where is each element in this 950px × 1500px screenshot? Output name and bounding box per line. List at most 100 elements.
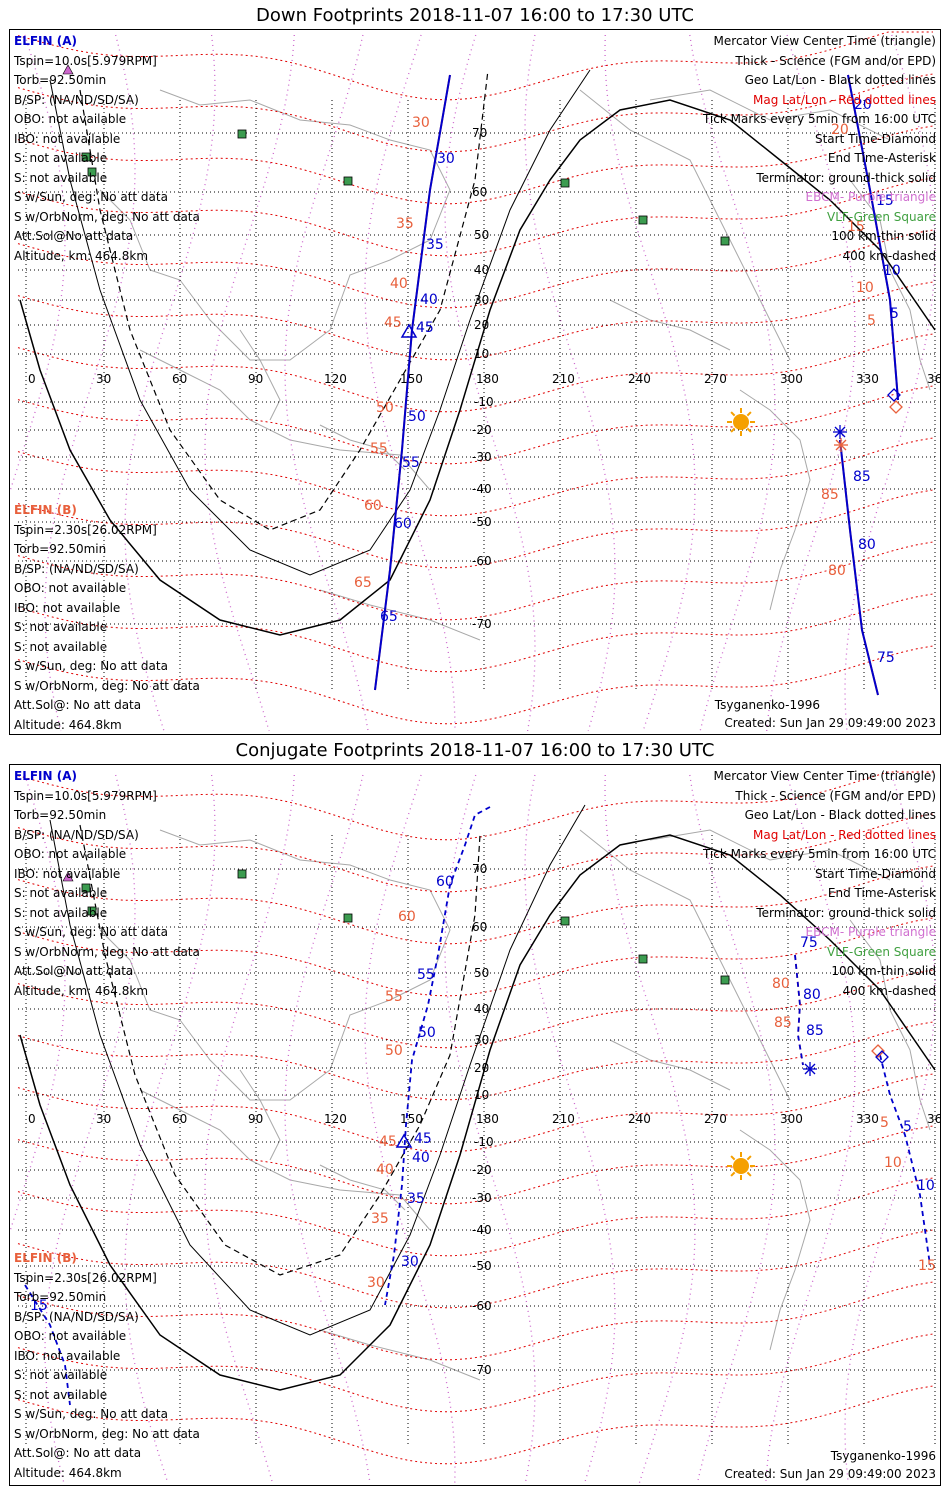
start-time-diamond-icon (875, 1050, 889, 1064)
track-tick-label: 40 (412, 1150, 430, 1166)
mag-latitude-label: 35 (371, 1211, 389, 1227)
elfin-footprint-track (374, 74, 451, 691)
mag-latitude-line (17, 645, 934, 725)
mag-latitude-line (17, 31, 933, 101)
panel-title-down: Down Footprints 2018-11-07 16:00 to 17:3… (256, 5, 694, 26)
latitude-label: 60 (472, 185, 487, 199)
map-panel-conjugate-footprints: 0 30 60 90 120 150 180 210 240 270 300 330 360 70 60 50… (9, 764, 941, 1486)
mag-latitude-label: 40 (390, 276, 408, 292)
mag-latitude-line (17, 125, 934, 205)
elfin-b-altitude: Altitude: 464.8km (14, 1465, 122, 1480)
mag-latitude-label: 45 (379, 1134, 397, 1150)
elfin-a-torb: Torb=92.50min (14, 73, 107, 87)
longitude-label: 150 (400, 1112, 423, 1126)
longitude-label: 0 (28, 1112, 36, 1126)
end-time-asterisk-icon (835, 439, 847, 451)
elfin-b-bsp: B/SP: (NA/ND/SD/SA) (14, 1309, 139, 1324)
ebcm-station-marker (62, 64, 74, 75)
mag-latitude-label: 40 (376, 1162, 394, 1178)
legend-end-time: End Time-Asterisk (827, 151, 936, 165)
elfin-a-altitude: Altitude, km: 464.8km (14, 248, 149, 263)
coastline (319, 589, 481, 641)
mag-meridian-line (444, 774, 536, 1484)
sun-ray (730, 1171, 736, 1177)
terminator-line (19, 834, 936, 1391)
track-tick-label: 50 (418, 1025, 436, 1041)
mag-latitude-line (17, 1281, 934, 1361)
longitude-label: 270 (704, 372, 727, 386)
coastline (739, 389, 811, 611)
elfin-footprint-track (384, 806, 491, 1306)
elfin-b-altitude: Altitude: 464.8km (14, 717, 122, 732)
mag-meridian-line (524, 34, 616, 732)
elfin-a-ssun: S w/Sun, deg: No att data (14, 190, 168, 204)
latitude-label: -60 (472, 1299, 492, 1313)
longitude-label: 150 (400, 372, 423, 386)
mag-latitude-label: 35 (396, 216, 414, 232)
mag-latitude-line (17, 1385, 934, 1465)
mag-latitude-line (17, 1229, 934, 1309)
vlf-station-marker (81, 883, 91, 893)
legend-terminator: Terminator: ground-thick solid (756, 905, 936, 920)
latitude-label: -20 (472, 423, 492, 437)
elfin-a-ssun: S w/Sun, deg: No att data (14, 925, 168, 939)
legend-terminator: Terminator: ground-thick solid (756, 170, 936, 185)
elfin-b-attsol: Att.Sol@: No att data (14, 698, 142, 712)
map-legend: Mercator View Center Time (triangle) Thi… (703, 767, 936, 1001)
legend-geo-grid: Geo Lat/Lon - Black dotted lines (744, 73, 936, 87)
elfin-a-altitude: Altitude, km: 464.8km (14, 983, 149, 998)
elfin-b-ssun: S w/Sun, deg: No att data (14, 659, 168, 673)
elfin-footprint-track (24, 1284, 71, 1406)
longitude-label: 0 (28, 372, 36, 386)
elfin-a-obo: OBO: not available (14, 847, 127, 861)
elfin-a-s2: S: not available (14, 905, 108, 920)
elfin-b-bsp: B/SP: (NA/ND/SD/SA) (14, 561, 139, 576)
track-tick-label: 55 (417, 967, 435, 983)
elfin-a-attsol: Att.Sol@No att data (14, 229, 134, 243)
coastline (649, 89, 891, 141)
map-panel-down-footprints: 0 30 60 90 120 150 180 210 240 270 300 330 360 70 60 50… (9, 29, 941, 735)
mag-latitude-line (17, 385, 934, 465)
track-tick-label: 35 (407, 1191, 425, 1207)
latitude-label: -70 (472, 1363, 492, 1377)
legend-vlf: VLF-Green Square (827, 944, 936, 959)
elfin-a-tspin: Tspin=10.0s[5.979RPM] (14, 788, 157, 803)
elfin-footprint-track (847, 74, 899, 401)
track-tick-label: 80 (803, 987, 821, 1003)
created-timestamp: Created: Sun Jan 29 09:49:00 2023 (724, 1467, 936, 1481)
latitude-label: 50 (474, 966, 489, 980)
legend-ebcm: EBCM- Purple triangle (805, 925, 936, 939)
track-tick-label: 75 (800, 935, 818, 951)
track-tick-label: 50 (408, 409, 426, 425)
mag-latitude-line (17, 437, 934, 517)
latitude-label: -40 (472, 482, 492, 496)
sun-ray (746, 1155, 752, 1161)
elfin-b-s2: S: not available (14, 1387, 108, 1402)
sun-ray (746, 411, 752, 417)
longitude-label: 330 (856, 1112, 879, 1126)
elfin-b-tspin: Tspin=2.30s[26.02RPM] (14, 1270, 157, 1285)
track-tick-label: 55 (402, 455, 420, 471)
elfin-a-sorb: S w/OrbNorm, deg: No att data (14, 944, 200, 959)
track-tick-label: 45 (414, 1131, 432, 1147)
elfin-a-s2: S: not available (14, 170, 108, 185)
elfin-b-s1: S: not available (14, 1368, 108, 1382)
legend-start-time: Start Time-Diamond (814, 131, 936, 146)
mag-latitude-label: 80 (772, 976, 790, 992)
coastline (579, 89, 791, 361)
mag-latitude-label: 15 (847, 219, 865, 235)
sun-ray (746, 1171, 752, 1177)
coastline (319, 1329, 481, 1381)
elfin-a-ibo: IBO: not available (14, 131, 121, 146)
mag-latitude-line (17, 771, 933, 841)
mag-latitude-line (17, 969, 934, 1049)
elfin-a-s1: S: not available (14, 151, 108, 165)
model-label: Tsyganenko-1996 (830, 1449, 936, 1463)
legend-geo-grid: Geo Lat/Lon - Black dotted lines (744, 808, 936, 822)
track-tick-label: 20 (854, 97, 872, 113)
mag-latitude-label: 50 (385, 1043, 403, 1059)
coastline (319, 424, 406, 471)
mag-latitude-label: 5 (867, 313, 876, 329)
mag-latitude-label: 80 (828, 563, 846, 579)
coastline (239, 1069, 281, 1161)
